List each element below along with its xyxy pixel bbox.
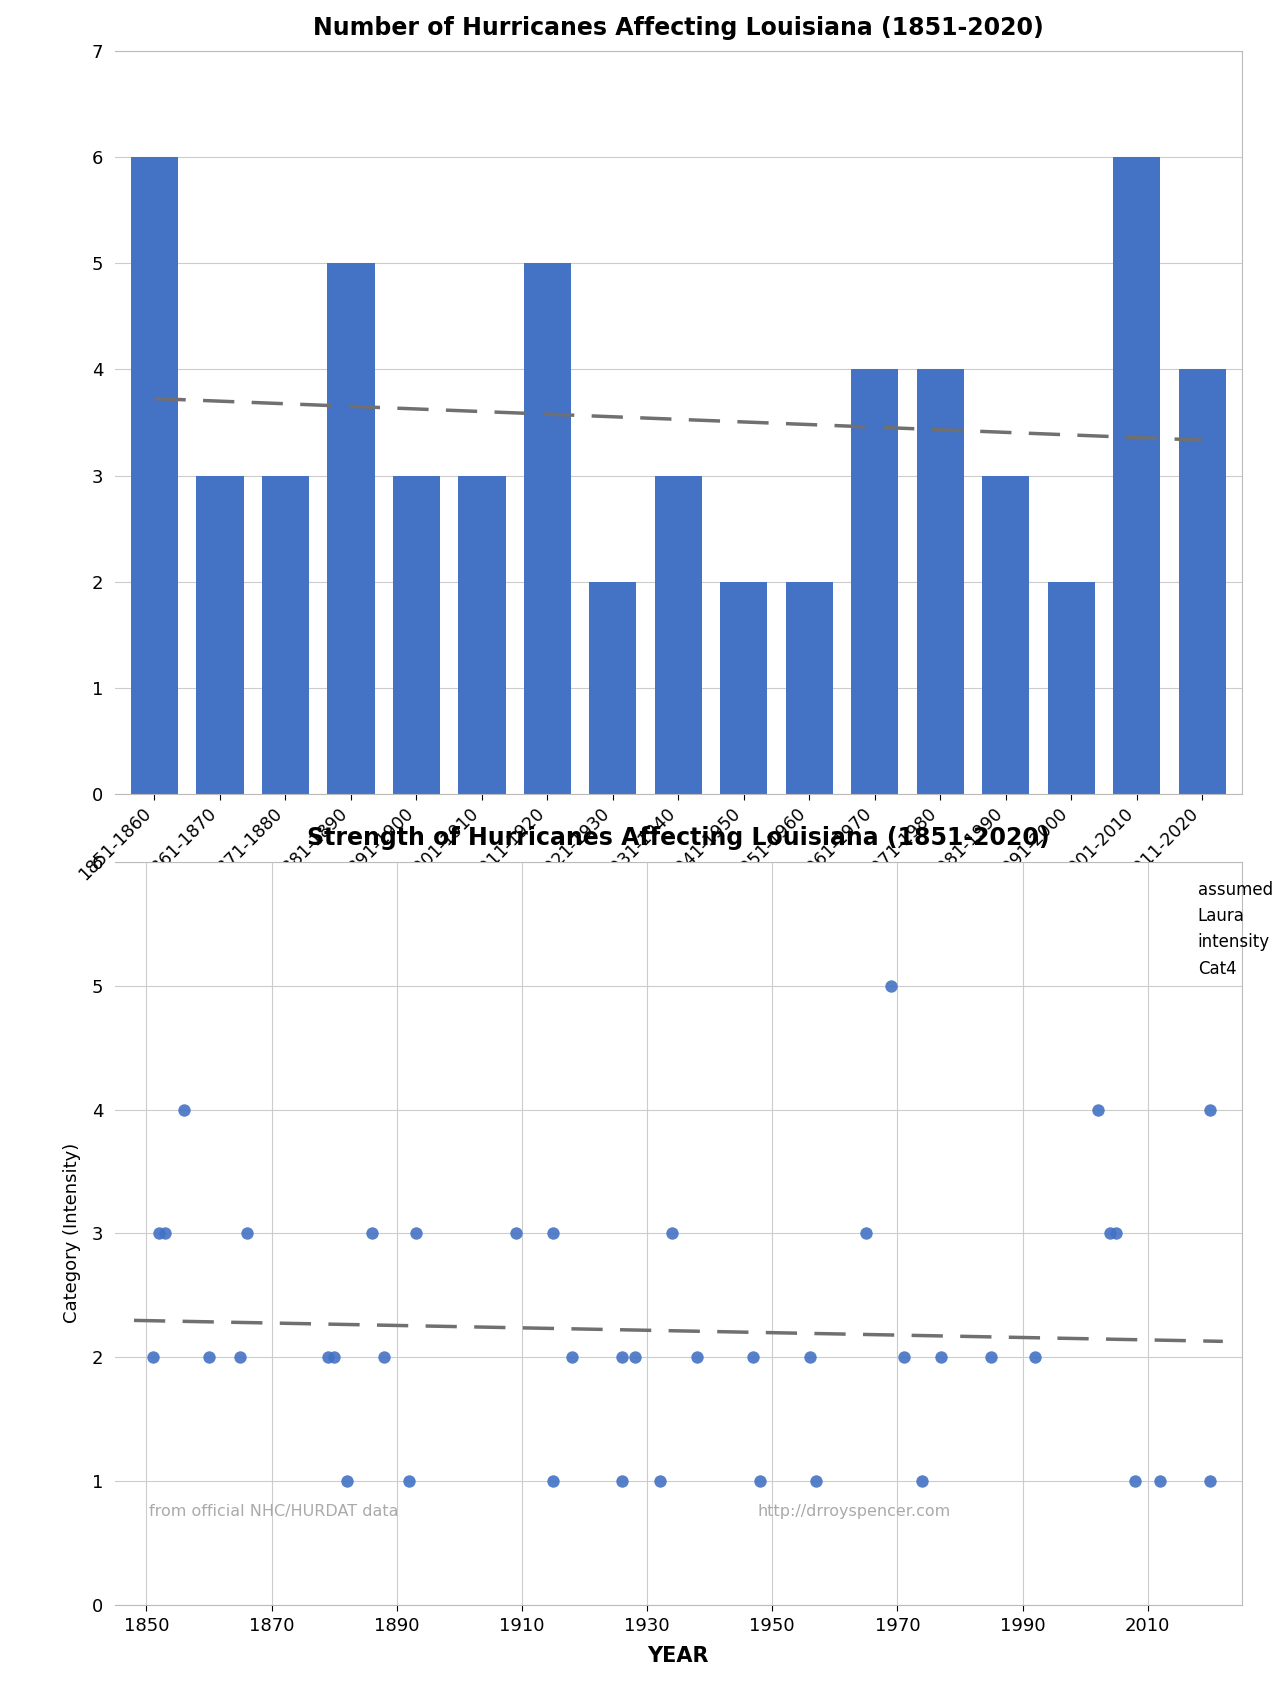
Point: [1149, 1466, 1170, 1495]
Point: [931, 1343, 951, 1371]
Point: [562, 1343, 582, 1371]
Text: http://drroyspencer.com: http://drroyspencer.com: [758, 1504, 951, 1519]
Point: [625, 1343, 645, 1371]
Point: [155, 1219, 175, 1246]
Bar: [786, 582, 833, 794]
Bar: [328, 263, 375, 794]
Point: [806, 1466, 827, 1495]
Point: [324, 1343, 344, 1371]
Point: [174, 1096, 195, 1123]
Point: [980, 1343, 1001, 1371]
Point: [399, 1466, 420, 1495]
Y-axis label: Category (Intensity): Category (Intensity): [63, 1144, 81, 1323]
Point: [1088, 1096, 1108, 1123]
Point: [612, 1343, 632, 1371]
Point: [1125, 1466, 1146, 1495]
Point: [1100, 1219, 1120, 1246]
Point: [317, 1343, 338, 1371]
Point: [237, 1219, 257, 1246]
Point: [750, 1466, 771, 1495]
Point: [337, 1466, 357, 1495]
Bar: [196, 476, 243, 794]
Point: [543, 1219, 563, 1246]
Point: [1201, 1466, 1221, 1495]
Bar: [262, 476, 308, 794]
Bar: [524, 263, 571, 794]
Bar: [655, 476, 701, 794]
Point: [1106, 1219, 1126, 1246]
Point: [1201, 1096, 1221, 1123]
Point: [649, 1466, 669, 1495]
Bar: [393, 476, 440, 794]
Point: [881, 973, 901, 1000]
Title: Number of Hurricanes Affecting Louisiana (1851-2020): Number of Hurricanes Affecting Louisiana…: [314, 15, 1043, 39]
Bar: [458, 476, 506, 794]
Bar: [982, 476, 1029, 794]
Text: from official NHC/HURDAT data: from official NHC/HURDAT data: [148, 1504, 398, 1519]
Point: [142, 1343, 163, 1371]
Title: Strength of Hurricanes Affecting Louisiana (1851-2020): Strength of Hurricanes Affecting Louisia…: [307, 826, 1050, 850]
Bar: [1179, 369, 1226, 794]
Point: [198, 1343, 219, 1371]
Text: assumed
Laura
intensity
Cat4: assumed Laura intensity Cat4: [1198, 881, 1272, 978]
Bar: [916, 369, 964, 794]
Point: [1025, 1343, 1046, 1371]
Point: [612, 1466, 632, 1495]
Point: [744, 1343, 764, 1371]
Bar: [851, 369, 899, 794]
Point: [856, 1219, 877, 1246]
X-axis label: YEAR: YEAR: [648, 1646, 709, 1666]
Point: [800, 1343, 820, 1371]
Point: [148, 1219, 169, 1246]
Bar: [721, 582, 768, 794]
Point: [506, 1219, 526, 1246]
Bar: [1114, 157, 1161, 794]
Point: [662, 1219, 682, 1246]
Point: [893, 1343, 914, 1371]
Point: [687, 1343, 708, 1371]
Bar: [1048, 582, 1094, 794]
Point: [913, 1466, 933, 1495]
Bar: [589, 582, 636, 794]
Point: [361, 1219, 381, 1246]
Point: [543, 1466, 563, 1495]
Point: [230, 1343, 251, 1371]
Point: [406, 1219, 426, 1246]
Point: [374, 1343, 394, 1371]
Bar: [131, 157, 178, 794]
